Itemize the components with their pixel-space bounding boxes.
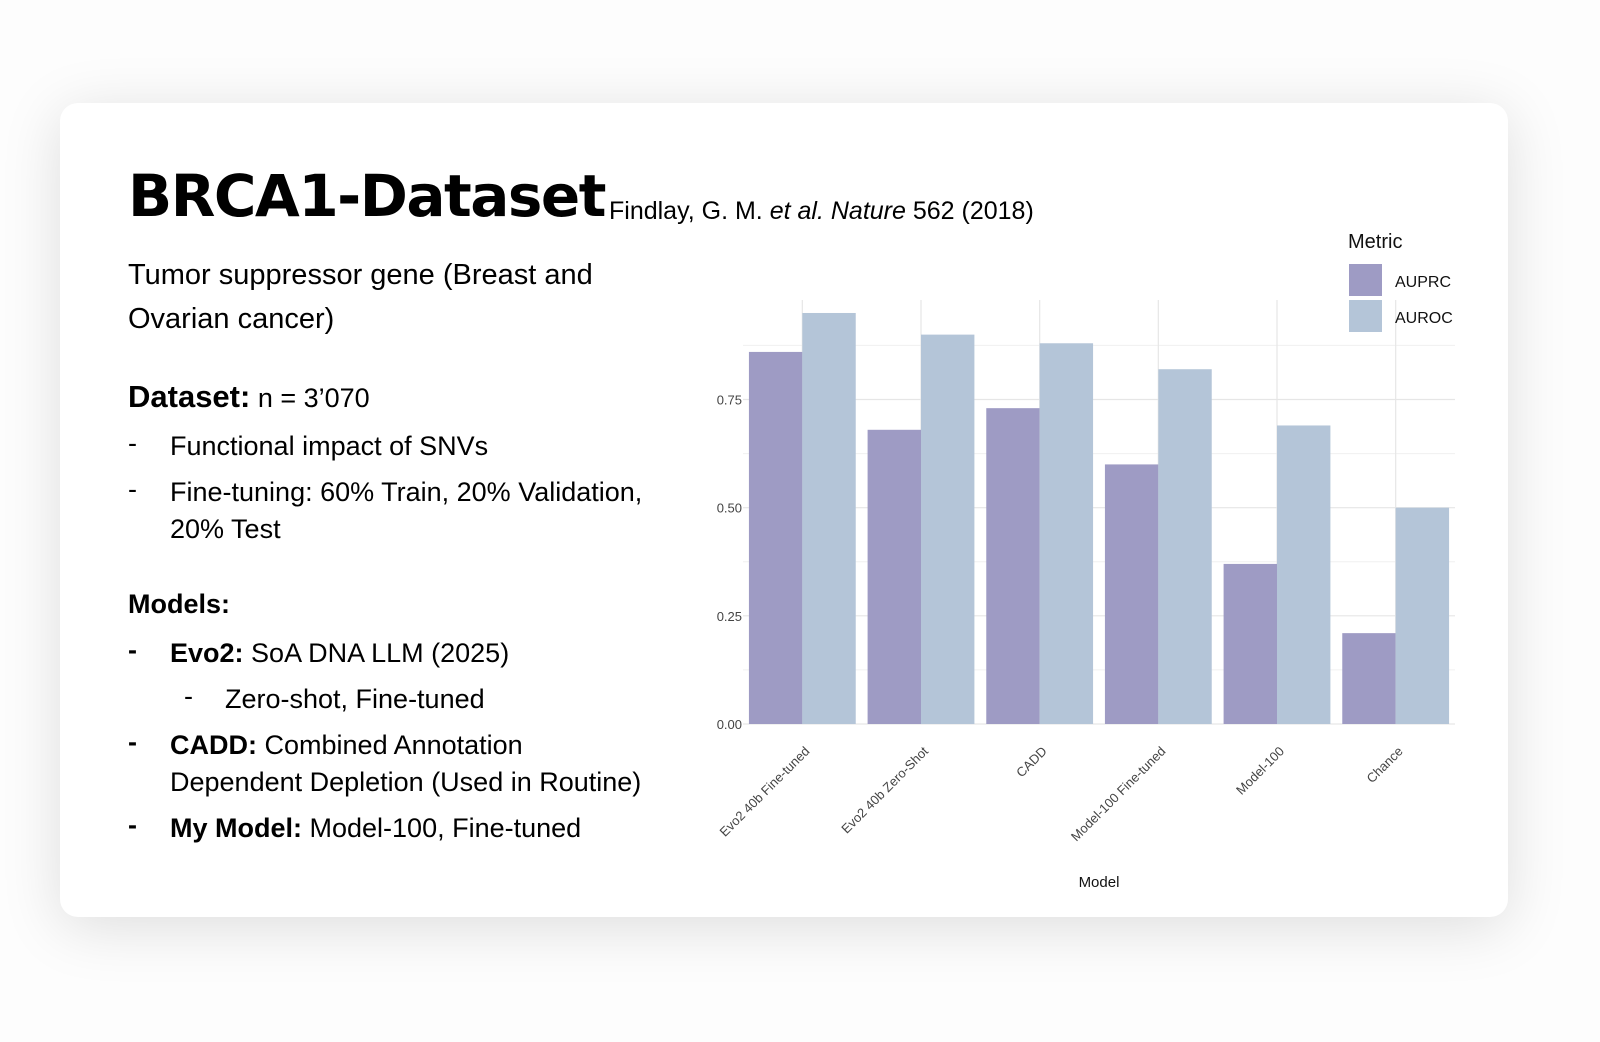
dataset-n: n = 3’070 [257,383,370,413]
bar-auroc [1039,343,1094,724]
bar-auroc [1277,425,1331,724]
bar-auprc [1342,633,1396,724]
bullet-dash: - [128,635,137,665]
bar-auroc [1395,507,1450,724]
models-heading: Models: [128,589,231,619]
dataset-item: Functional impact of SNVs [170,431,489,461]
x-tick-label: CADD [1013,744,1050,781]
dataset-heading: Dataset: [128,379,251,414]
citation-authors: Findlay, G. M. [609,197,763,225]
bar-auprc [986,408,1040,724]
slide-title: BRCA1-Dataset [128,162,606,230]
dataset-item: 20% Test [170,514,281,544]
x-axis-label: Model [1079,874,1120,891]
y-tick-label: 0.00 [717,717,742,732]
legend-swatch-auprc [1349,264,1382,296]
y-tick-label: 0.50 [717,501,742,516]
dataset-line: Dataset: n = 3’070 [128,378,370,417]
model-name: My Model: [170,813,302,843]
legend-label: AUPRC [1395,274,1451,291]
x-tick-label: Model-100 [1233,744,1287,798]
bar-auprc [748,351,803,724]
x-tick-label: Model-100 Fine-tuned [1068,744,1169,845]
model-desc-cont: Dependent Depletion (Used in Routine) [170,767,642,797]
bar-auroc [802,312,856,724]
bar-auprc [1223,563,1277,724]
legend-label: AUROC [1395,310,1453,327]
model-name: Evo2: [170,638,244,668]
model-item: Evo2: SoA DNA LLM (2025) [170,635,509,672]
subtitle: Tumor suppressor gene (Breast and Ovaria… [128,259,593,335]
bullet-dash: - [128,428,137,458]
bullet-dash: - [128,727,137,757]
bar-auroc [1158,369,1212,724]
legend-title: Metric [1348,231,1402,253]
bar-auroc [921,334,975,724]
citation-ref: 562 (2018) [912,197,1034,225]
citation: Findlay, G. M. et al. Nature 562 (2018) [609,197,1034,226]
model-desc: SoA DNA LLM (2025) [251,638,510,668]
model-item: CADD: Combined Annotation [170,727,523,764]
bar-auprc [867,429,921,724]
y-tick-label: 0.75 [717,393,742,408]
model-item: My Model: Model-100, Fine-tuned [170,810,581,847]
x-tick-label: Evo2 40b Zero-Shot [838,743,931,836]
citation-journal: Nature [830,197,906,225]
legend-swatch-auroc [1349,300,1382,332]
x-tick-label: Evo2 40b Fine-tuned [716,744,812,840]
bar-auprc [1104,464,1159,724]
bullet-dash: - [128,474,137,504]
y-tick-label: 0.25 [717,609,742,624]
bullet-dash: - [184,681,193,711]
x-tick-label: Chance [1363,744,1405,786]
model-name: CADD: [170,730,257,760]
model-desc: Model-100, Fine-tuned [309,813,582,843]
model-desc: Combined Annotation [264,730,523,760]
dataset-item: Fine-tuning: 60% Train, 20% Validation, [170,477,643,507]
citation-etal: et al. [769,197,824,225]
bullet-dash: - [128,810,137,840]
model-subitem: Zero-shot, Fine-tuned [225,684,485,714]
